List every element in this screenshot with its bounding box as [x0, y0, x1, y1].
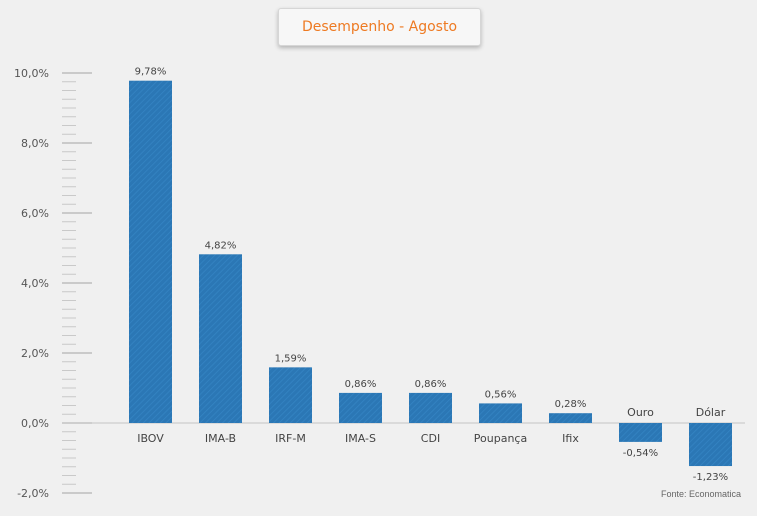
bar — [269, 367, 312, 423]
data-label: 1,59% — [275, 353, 307, 364]
data-label: 9,78% — [135, 67, 167, 78]
category-label: Ifix — [562, 432, 579, 445]
y-axis: 10,0% 8,0% 6,0% 4,0% 2,0% 0,0% -2,0% — [14, 67, 745, 500]
y-tick-label: 4,0% — [21, 277, 49, 290]
data-label: -1,23% — [693, 472, 728, 483]
y-tick-label: 2,0% — [21, 347, 49, 360]
bar — [339, 392, 382, 423]
bar — [479, 403, 522, 423]
bar — [689, 423, 732, 467]
category-label: Ouro — [627, 406, 654, 419]
category-label: IMA-B — [205, 432, 236, 445]
category-label: CDI — [421, 432, 440, 445]
bar — [129, 80, 172, 423]
y-tick-label: 8,0% — [21, 137, 49, 150]
y-tick-label: -2,0% — [17, 487, 49, 500]
chart-title: Desempenho - Agosto — [278, 8, 481, 46]
category-label: Dólar — [696, 406, 726, 419]
data-label: -0,54% — [623, 448, 658, 459]
data-label: 0,56% — [485, 389, 517, 400]
data-label: 0,86% — [415, 379, 447, 390]
data-label: 0,28% — [555, 399, 587, 410]
category-label: IBOV — [137, 432, 164, 445]
data-label: 0,86% — [345, 379, 377, 390]
bars — [129, 80, 732, 467]
bar — [409, 392, 452, 423]
bar — [619, 423, 662, 442]
y-tick-label: 6,0% — [21, 207, 49, 220]
category-label: IMA-S — [345, 432, 376, 445]
source-note: Fonte: Economatica — [661, 489, 742, 499]
category-label: IRF-M — [275, 432, 306, 445]
data-label: 4,82% — [205, 240, 237, 251]
bar — [199, 254, 242, 423]
bar — [549, 413, 592, 423]
y-tick-label: 10,0% — [14, 67, 49, 80]
category-label: Poupança — [474, 432, 527, 445]
labels: IBOV 9,78% IMA-B 4,82% IRF-M 1,59% IMA-S 0,86% C… — [135, 67, 729, 483]
y-tick-label: 0,0% — [21, 417, 49, 430]
